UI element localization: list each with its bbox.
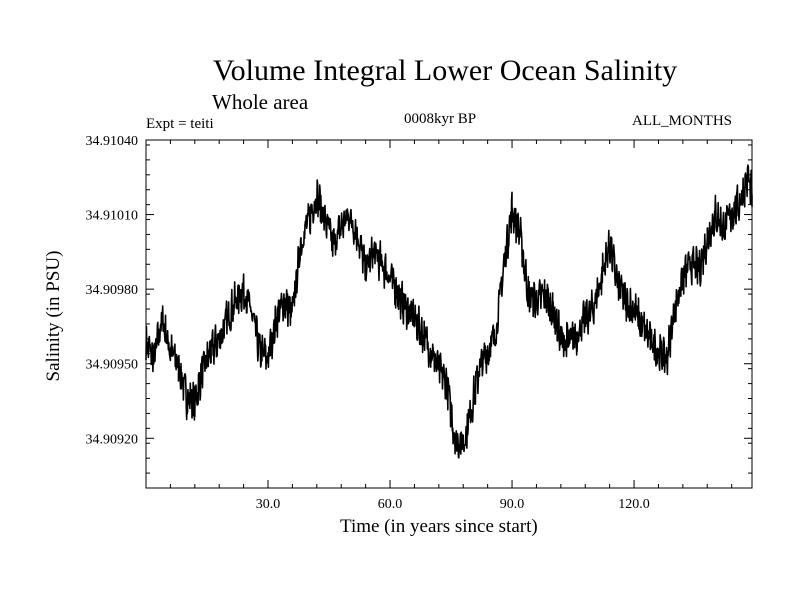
x-tick-label: 120.0	[618, 497, 650, 512]
y-tick-label: 34.90950	[86, 358, 139, 373]
x-tick-label: 60.0	[378, 497, 403, 512]
x-tick-label: 30.0	[256, 497, 281, 512]
y-tick-label: 34.90980	[86, 283, 139, 298]
y-tick-label: 34.91010	[86, 209, 139, 224]
y-tick-label: 34.91040	[86, 134, 139, 149]
salinity-series-line	[146, 165, 752, 458]
plot-frame	[146, 140, 752, 488]
x-tick-label: 90.0	[500, 497, 525, 512]
salinity-chart: 30.0 60.0 90.0 120.0 34.90920 34.90950 34.9098…	[0, 0, 800, 600]
y-tick-label: 34.90920	[86, 432, 139, 447]
